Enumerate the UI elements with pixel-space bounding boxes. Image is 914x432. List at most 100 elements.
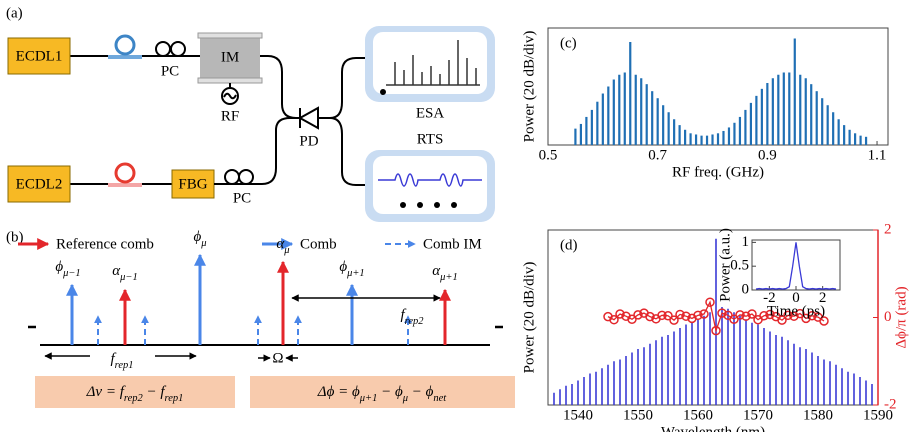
equation-box	[250, 376, 515, 408]
ecdl1: ECDL1	[16, 48, 63, 64]
y-tick-label: 0.5	[730, 258, 749, 274]
im: IM	[221, 49, 239, 65]
plot-frame	[547, 27, 889, 146]
marker	[675, 309, 685, 320]
x-tick-label: 0.9	[758, 148, 777, 164]
line	[755, 242, 837, 290]
math-sub: rep1	[115, 360, 134, 371]
rts: RTS	[417, 131, 444, 147]
fbg: FBG	[178, 176, 207, 192]
marker	[693, 310, 703, 321]
rts-trace	[378, 173, 482, 187]
math-label: Δϕ = ϕμ+1 − ϕμ − ϕnet	[317, 384, 448, 403]
x-tick-label: 1560	[683, 408, 713, 424]
knobs	[400, 202, 457, 208]
marker	[759, 311, 769, 321]
rts-screen	[373, 156, 487, 214]
marker	[633, 310, 643, 320]
y-tick-label: 1	[742, 234, 750, 250]
marker	[711, 325, 721, 336]
math-sub: μ+1	[439, 272, 458, 283]
pc-loop	[170, 41, 186, 57]
marker	[795, 308, 805, 319]
math-text: ϕ	[339, 259, 347, 275]
y-label: Power (20 dB/div)	[521, 262, 537, 374]
panel-b: (b) Reference comb Comb Comb IM Ω ϕμ−1 αμ…	[6, 229, 515, 408]
math-label: frep2	[400, 307, 424, 326]
math-label: αμ	[276, 236, 289, 255]
math-label: ϕμ	[193, 229, 206, 248]
legend-label: Comb IM	[423, 236, 482, 252]
math-sub: μ	[200, 238, 206, 249]
line	[607, 300, 825, 334]
ring	[114, 162, 136, 184]
fiber	[260, 55, 300, 119]
marker	[699, 309, 709, 319]
x-tick-label: 1550	[623, 408, 653, 424]
pc-loop	[155, 41, 171, 57]
marker	[669, 315, 679, 325]
panel-a: (a) ECDL1 PC IM RF ECDL2 FBG PC PD ESA R…	[6, 5, 495, 222]
math-sub: rep1	[165, 393, 184, 404]
y2-tick-label: -2	[884, 396, 897, 412]
comb-lines	[66, 253, 451, 345]
math-sub: μ	[283, 245, 289, 256]
ecdl2-box	[7, 165, 71, 203]
chart: 0.5 0.7 0.9 1.1 RF freq. (GHz) Power (20 dB/d…	[521, 27, 889, 180]
y2-label: Δϕ/π (rad)	[893, 286, 909, 348]
y2-tick-label: 0	[884, 309, 892, 325]
esa: ESA	[416, 105, 445, 121]
math-sub: μ−1	[62, 268, 81, 279]
marker	[741, 311, 751, 321]
x-tick-label: 0.7	[648, 148, 667, 164]
panel-label: (c)	[560, 35, 577, 51]
marker	[705, 297, 715, 307]
y-label: Power (20 dB/div)	[521, 31, 537, 143]
knob	[380, 89, 386, 95]
math-label: ϕμ−1	[55, 259, 80, 278]
math-label: αμ−1	[112, 263, 137, 282]
x-tick-label: 1.1	[868, 148, 887, 164]
x-tick-label: 2	[819, 290, 827, 306]
marker	[657, 310, 667, 321]
marker	[819, 316, 829, 326]
math-label: frep1	[110, 351, 133, 370]
pc1: PC	[161, 63, 179, 79]
rf-wave	[223, 92, 237, 100]
marker	[807, 311, 817, 321]
x-tick-label: 0.5	[539, 148, 558, 164]
math-text: ϕ	[193, 229, 201, 245]
x-tick-label: 1580	[803, 408, 833, 424]
x-tick-label: 0	[792, 290, 800, 306]
plot-frame	[751, 239, 841, 291]
rf: RF	[221, 108, 239, 124]
legend-label: Comb	[300, 236, 337, 252]
marker	[783, 310, 793, 321]
math-text: − f	[143, 384, 167, 400]
equation-box	[35, 376, 235, 408]
marker	[735, 310, 745, 320]
im-electrode	[197, 32, 263, 39]
marker	[663, 311, 673, 321]
math-text: Δϕ = ϕ	[317, 384, 360, 400]
im-electrode	[197, 77, 263, 84]
math-sub: μ	[402, 393, 408, 404]
x-tick-label: 1540	[563, 408, 593, 424]
pc2: PC	[233, 190, 251, 206]
math-label: ϕμ+1	[339, 259, 364, 278]
marker	[645, 311, 655, 322]
im-box	[200, 38, 260, 78]
marker	[777, 315, 787, 325]
x-tick-label: -2	[763, 290, 776, 306]
panel-label: (a)	[6, 5, 23, 21]
legend-label: Reference comb	[56, 236, 154, 252]
y-tick-label: 0	[742, 281, 750, 297]
x-label: Time (ps)	[767, 303, 825, 319]
math-text: f	[400, 307, 406, 323]
pd: PD	[299, 133, 318, 149]
x-label: Wavelength (nm)	[661, 424, 765, 432]
panel-label: (d)	[560, 237, 578, 253]
